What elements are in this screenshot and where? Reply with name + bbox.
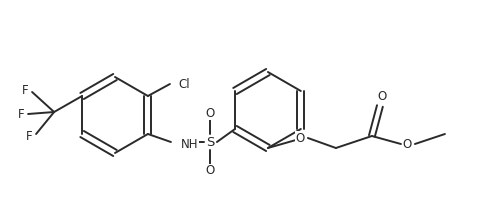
Text: F: F — [17, 108, 24, 121]
Text: S: S — [206, 135, 214, 148]
Text: F: F — [25, 129, 32, 143]
Text: O: O — [205, 165, 215, 177]
Text: NH: NH — [181, 137, 198, 150]
Text: O: O — [377, 89, 386, 103]
Text: Cl: Cl — [178, 77, 189, 90]
Text: O: O — [205, 107, 215, 120]
Text: F: F — [21, 84, 28, 96]
Text: O: O — [295, 131, 305, 145]
Text: O: O — [402, 137, 412, 150]
